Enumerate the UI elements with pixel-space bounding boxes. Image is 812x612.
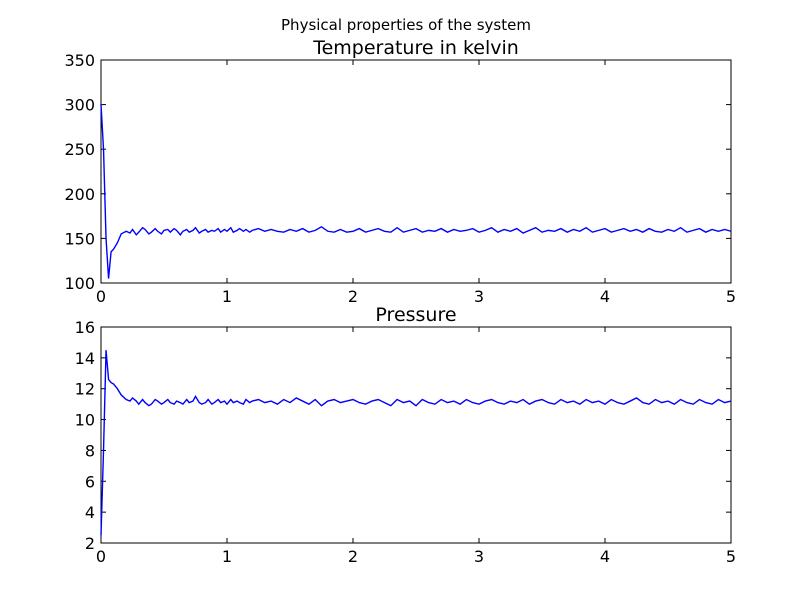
temperature-plot-title: Temperature in kelvin	[312, 37, 519, 59]
temperature-ytick-label: 250	[64, 140, 95, 159]
pressure-series-line	[100, 350, 732, 536]
pressure-ytick-label: 4	[85, 503, 95, 522]
temperature-xtick-label: 4	[600, 287, 610, 306]
pressure-xtick-label: 0	[96, 547, 106, 566]
temperature-xtick-label: 3	[474, 287, 484, 306]
pressure-plot-title: Pressure	[375, 304, 456, 326]
temperature-plot: Temperature in kelvin 0 1 2 3 4 5 100 150 200 250…	[64, 37, 736, 306]
pressure-xtick-label: 5	[726, 547, 736, 566]
temperature-ytick-label: 150	[64, 229, 95, 248]
temperature-ytick-label: 100	[64, 274, 95, 293]
pressure-ytick-label: 12	[75, 380, 95, 399]
figure-suptitle: Physical properties of the system	[281, 16, 531, 34]
temperature-ytick-label: 350	[64, 51, 95, 70]
pressure-xtick-label: 3	[474, 547, 484, 566]
pressure-xtick-label: 2	[348, 547, 358, 566]
temperature-xtick-label: 5	[726, 287, 736, 306]
pressure-ytick-label: 6	[85, 472, 95, 491]
temperature-xtick-label: 1	[222, 287, 232, 306]
temperature-series-line	[100, 104, 732, 279]
pressure-ytick-label: 2	[85, 534, 95, 553]
temperature-xtick-label: 2	[348, 287, 358, 306]
temperature-ytick-label: 300	[64, 96, 95, 115]
pressure-xtick-label: 1	[222, 547, 232, 566]
temperature-plot-ticks: 0 1 2 3 4 5 100 150 200 250 300 350	[64, 51, 736, 306]
temperature-xtick-label: 0	[96, 287, 106, 306]
pressure-ytick-label: 14	[75, 349, 95, 368]
pressure-ytick-label: 10	[75, 411, 95, 430]
pressure-ytick-label: 16	[75, 318, 95, 337]
temperature-ytick-label: 200	[64, 185, 95, 204]
pressure-ytick-label: 8	[85, 441, 95, 460]
pressure-xtick-label: 4	[600, 547, 610, 566]
pressure-plot-frame	[100, 326, 732, 544]
temperature-plot-frame	[100, 59, 732, 284]
